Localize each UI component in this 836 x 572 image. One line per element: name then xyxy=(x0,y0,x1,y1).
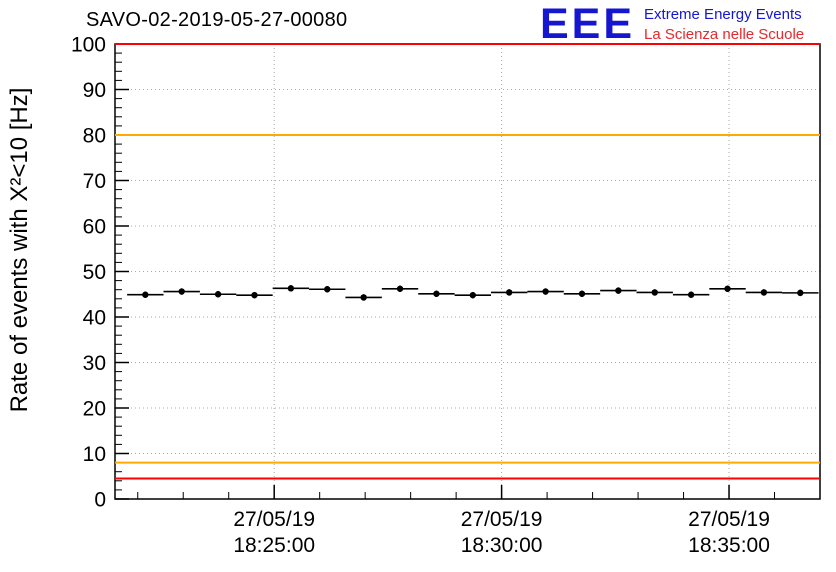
eee-logo-subtitles: Extreme Energy Events La Scienza nelle S… xyxy=(644,6,804,43)
svg-text:100: 100 xyxy=(71,33,106,56)
eee-logo: EEE Extreme Energy Events La Scienza nel… xyxy=(540,0,804,48)
svg-text:27/05/19: 27/05/19 xyxy=(461,508,543,531)
svg-text:10: 10 xyxy=(83,443,106,466)
svg-text:20: 20 xyxy=(83,397,106,420)
svg-text:27/05/19: 27/05/19 xyxy=(688,508,770,531)
svg-text:40: 40 xyxy=(83,306,106,329)
run-title: SAVO-02-2019-05-27-00080 xyxy=(86,9,348,31)
svg-text:60: 60 xyxy=(83,215,106,238)
svg-text:27/05/19: 27/05/19 xyxy=(233,508,315,531)
svg-text:18:25:00: 18:25:00 xyxy=(233,534,315,557)
svg-text:70: 70 xyxy=(83,170,106,193)
svg-text:90: 90 xyxy=(83,79,106,102)
svg-text:80: 80 xyxy=(83,124,106,147)
svg-text:18:30:00: 18:30:00 xyxy=(461,534,543,557)
svg-text:18:35:00: 18:35:00 xyxy=(688,534,770,557)
svg-text:50: 50 xyxy=(83,261,106,284)
svg-text:0: 0 xyxy=(94,488,106,511)
eee-logo-subtitle-italian: La Scienza nelle Scuole xyxy=(644,25,805,43)
eee-logo-subtitle-english: Extreme Energy Events xyxy=(644,5,802,23)
svg-text:30: 30 xyxy=(83,352,106,375)
eee-logo-text: EEE xyxy=(540,0,636,48)
